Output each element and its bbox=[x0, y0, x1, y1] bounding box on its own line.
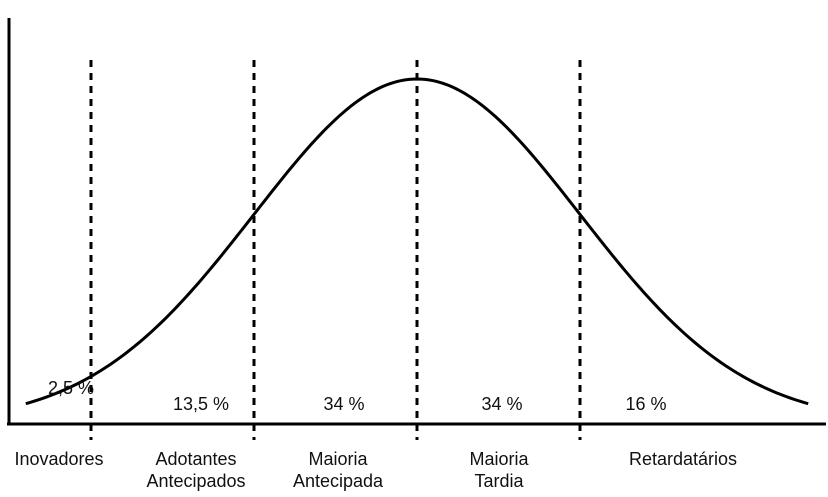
category-label-retardatarios: Retardatários bbox=[629, 449, 737, 469]
category-label-maioria-tardia-line1: Maioria bbox=[469, 449, 529, 469]
category-label-adotantes-line1: Adotantes bbox=[155, 449, 236, 469]
category-label-maioria-antecipada-line1: Maioria bbox=[308, 449, 368, 469]
percent-label-retardatarios: 16 % bbox=[625, 394, 666, 414]
category-label-maioria-tardia-line2: Tardia bbox=[474, 471, 524, 491]
category-label-inovadores: Inovadores bbox=[14, 449, 103, 469]
category-label-adotantes-line2: Antecipados bbox=[146, 471, 245, 491]
percent-label-adotantes-antecipados: 13,5 % bbox=[173, 394, 229, 414]
percent-label-maioria-tardia: 34 % bbox=[481, 394, 522, 414]
segment-dividers bbox=[89, 60, 582, 440]
category-label-maioria-antecipada-line2: Antecipada bbox=[293, 471, 384, 491]
percent-label-inovadores: 2,5 % bbox=[48, 378, 94, 398]
percent-label-maioria-antecipada: 34 % bbox=[323, 394, 364, 414]
